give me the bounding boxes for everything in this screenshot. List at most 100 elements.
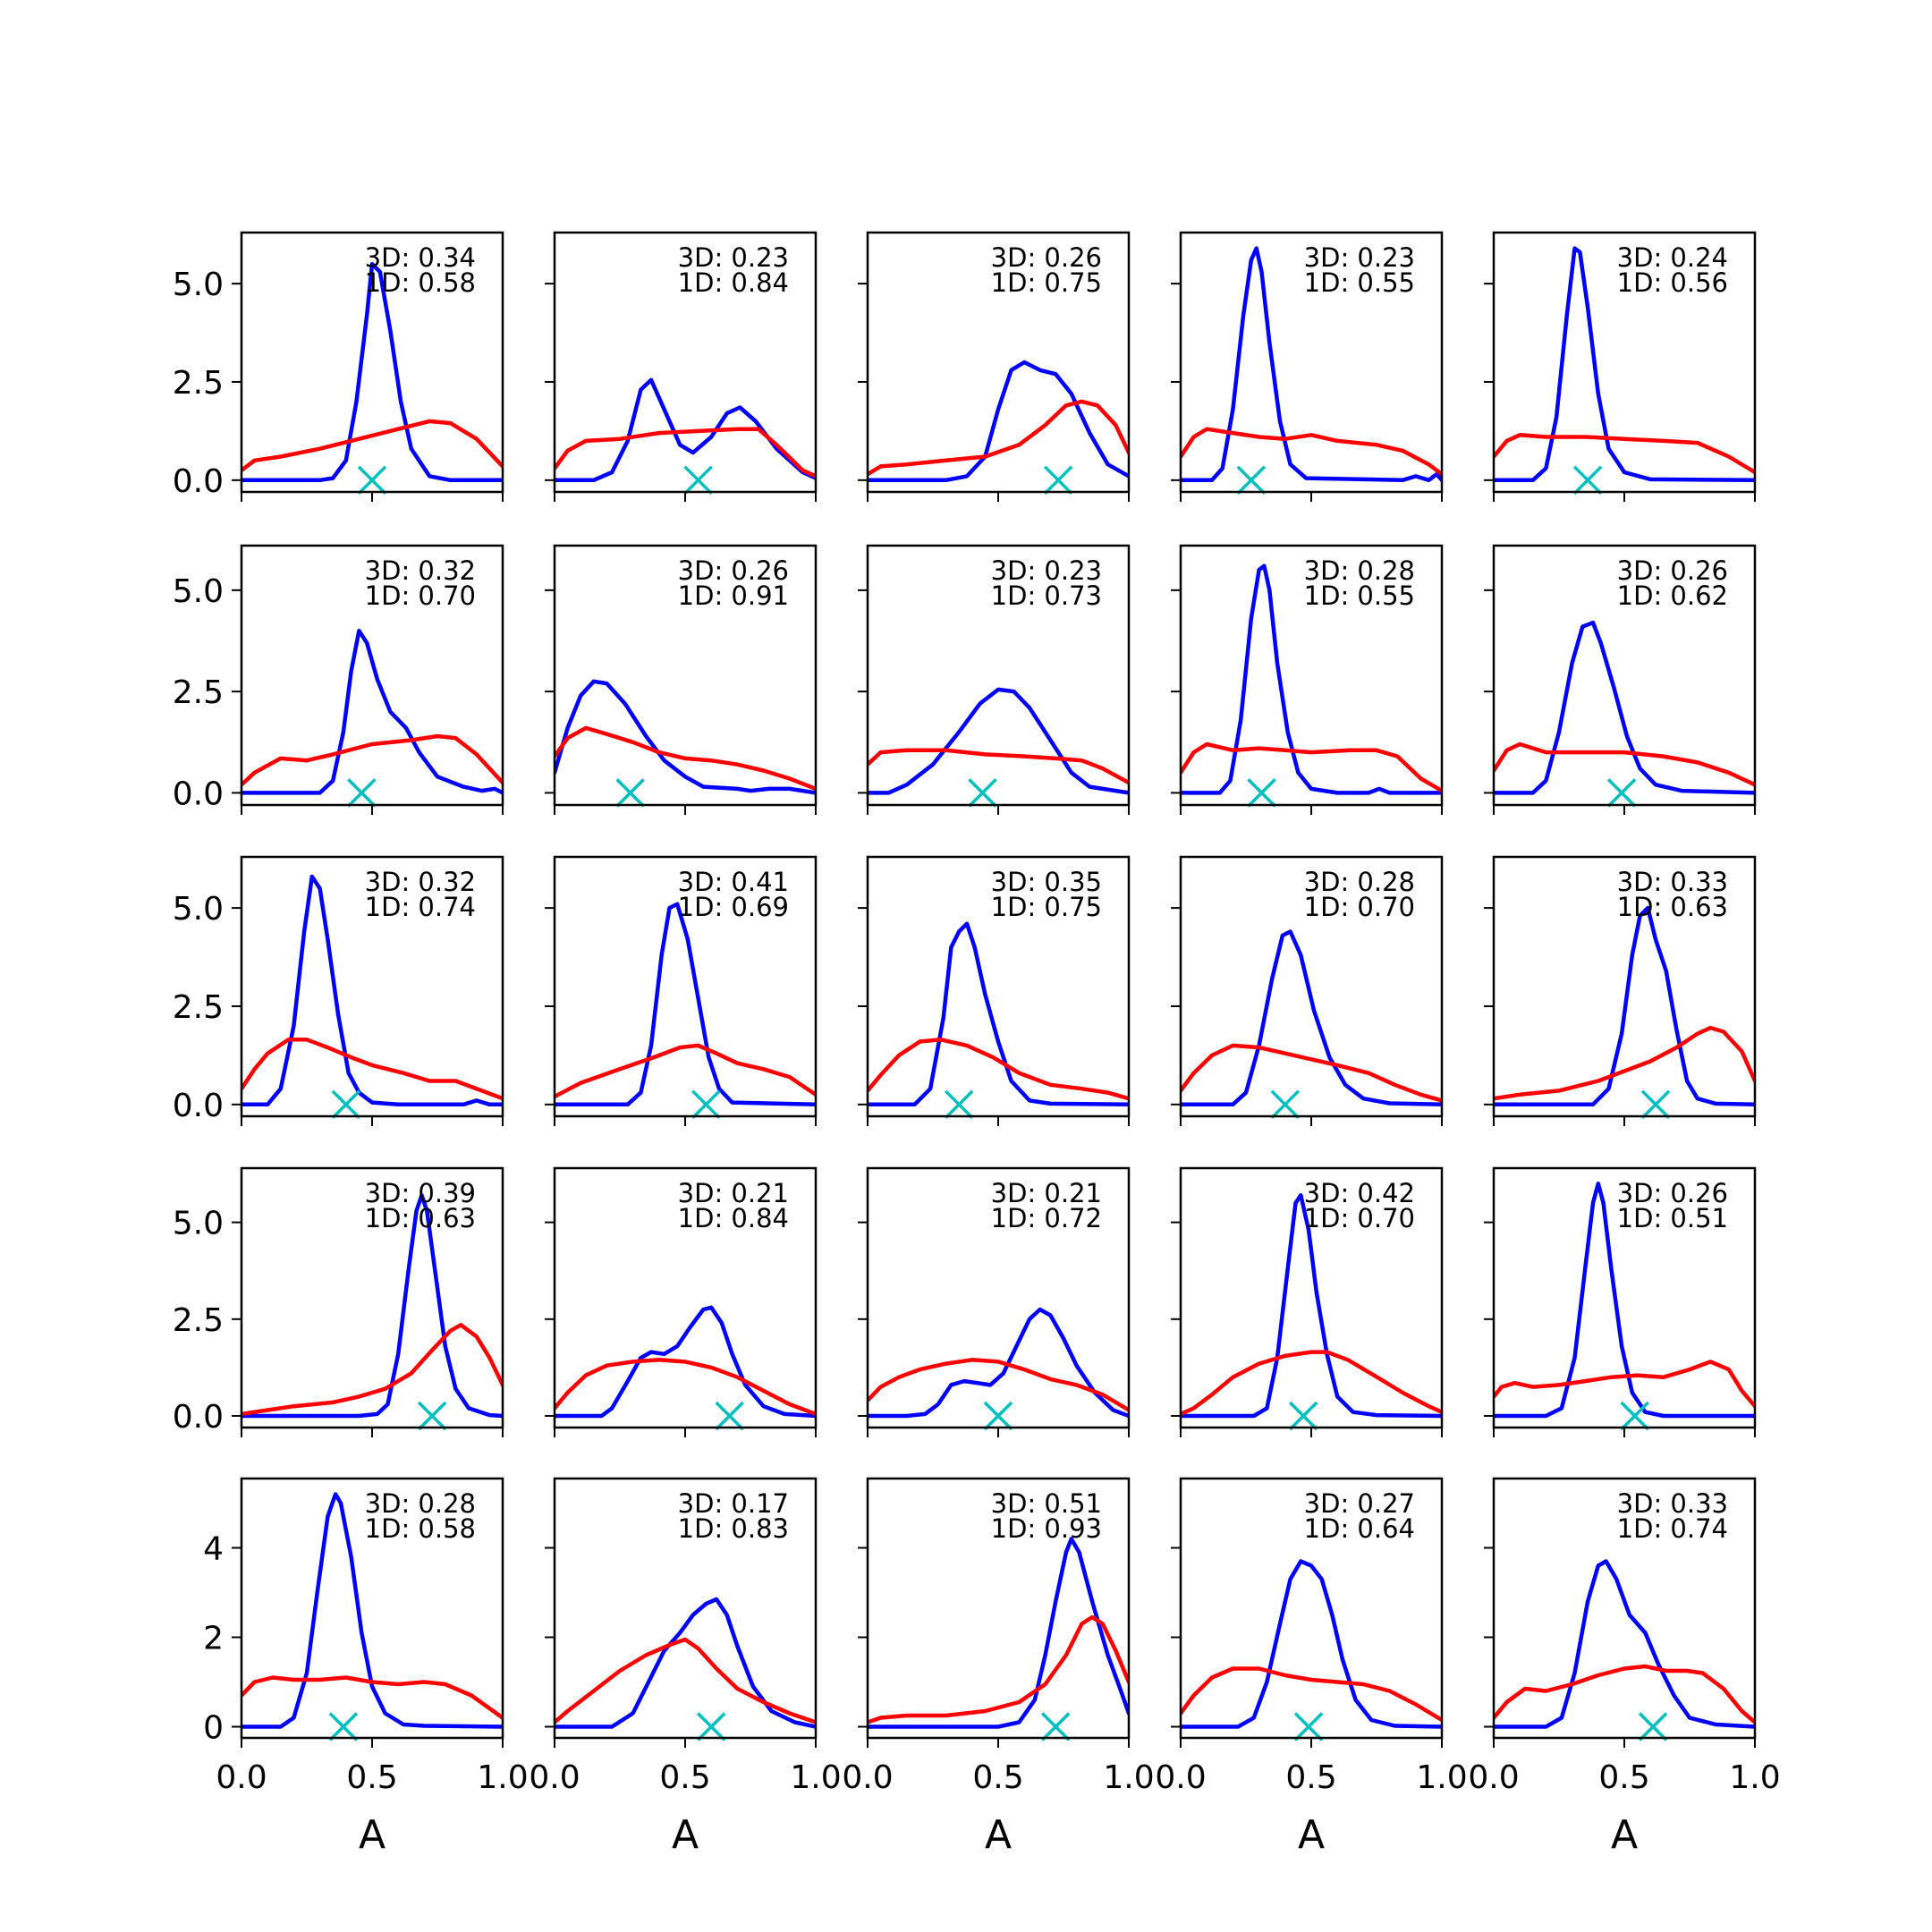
x-marker bbox=[615, 778, 645, 808]
annotation-text: 3D: 0.26 bbox=[991, 242, 1102, 273]
red-curve bbox=[1181, 1350, 1442, 1417]
red-curve bbox=[555, 725, 816, 792]
x-tick-label: 0.0 bbox=[216, 1759, 267, 1796]
annotation-text: 3D: 0.39 bbox=[365, 1178, 476, 1208]
x-tick-label: 1.0 bbox=[1416, 1759, 1467, 1796]
annotation-text: 1D: 0.84 bbox=[678, 267, 789, 298]
x-marker bbox=[1289, 1401, 1318, 1431]
annotation-text: 1D: 0.62 bbox=[1617, 580, 1728, 611]
red-curve bbox=[555, 1358, 816, 1417]
red-curve bbox=[242, 419, 503, 473]
x-marker-stroke bbox=[357, 465, 387, 496]
annotation-text: 1D: 0.55 bbox=[1304, 580, 1415, 611]
x-marker bbox=[1270, 1089, 1301, 1120]
annotation-text: 1D: 0.63 bbox=[1617, 892, 1728, 922]
annotation-text: 1D: 0.55 bbox=[1304, 267, 1415, 298]
red-curve bbox=[242, 1675, 503, 1720]
x-tick-label: 1.0 bbox=[790, 1759, 841, 1796]
annotation-text: 1D: 0.69 bbox=[678, 892, 789, 922]
x-axis-label: A bbox=[985, 1812, 1012, 1858]
blue-curve bbox=[1181, 1193, 1442, 1419]
x-marker-stroke bbox=[983, 1401, 1013, 1431]
annotation-text: 3D: 0.24 bbox=[1617, 242, 1728, 273]
red-curve bbox=[555, 1637, 816, 1724]
blue-curve bbox=[1181, 929, 1442, 1107]
blue-curve bbox=[242, 1193, 503, 1419]
x-marker-stroke bbox=[1236, 465, 1267, 496]
red-curve bbox=[1181, 741, 1442, 793]
x-marker-stroke bbox=[331, 1089, 361, 1120]
annotation-text: 3D: 0.27 bbox=[1304, 1488, 1415, 1519]
annotation-text: 3D: 0.26 bbox=[678, 555, 789, 586]
y-tick-label: 2 bbox=[203, 1621, 224, 1657]
red-curve bbox=[1494, 741, 1755, 787]
annotation-text: 1D: 0.70 bbox=[1304, 1203, 1415, 1233]
x-marker bbox=[1606, 778, 1637, 808]
blue-curve bbox=[555, 902, 816, 1107]
x-marker bbox=[1620, 1401, 1649, 1431]
y-tick-label: 2.5 bbox=[173, 365, 224, 402]
x-tick-label: 0.0 bbox=[842, 1759, 893, 1796]
x-tick-label: 1.0 bbox=[1729, 1759, 1780, 1796]
x-marker-stroke bbox=[1606, 778, 1637, 808]
annotation-text: 3D: 0.32 bbox=[365, 867, 476, 897]
red-curve bbox=[1494, 1025, 1755, 1101]
x-marker-stroke bbox=[1638, 1712, 1668, 1741]
x-axis-label: A bbox=[672, 1812, 699, 1858]
blue-curve bbox=[868, 921, 1129, 1107]
x-marker bbox=[1640, 1089, 1671, 1120]
x-marker-stroke bbox=[417, 1401, 447, 1431]
annotation-text: 1D: 0.73 bbox=[991, 580, 1102, 611]
x-marker-stroke bbox=[1247, 778, 1276, 808]
annotation-text: 3D: 0.23 bbox=[991, 555, 1102, 586]
annotation-text: 3D: 0.21 bbox=[678, 1178, 789, 1208]
annotation-text: 1D: 0.74 bbox=[365, 892, 476, 922]
x-marker bbox=[1041, 1712, 1071, 1741]
x-marker bbox=[983, 1401, 1013, 1431]
blue-curve bbox=[1494, 620, 1755, 795]
red-curve bbox=[1494, 1664, 1755, 1724]
red-curve bbox=[555, 1043, 816, 1099]
annotation-text: 1D: 0.58 bbox=[365, 267, 476, 298]
annotation-text: 1D: 0.58 bbox=[365, 1513, 476, 1544]
blue-curve bbox=[242, 1492, 503, 1729]
x-marker bbox=[1247, 778, 1276, 808]
x-marker-stroke bbox=[696, 1712, 726, 1741]
blue-curve bbox=[242, 874, 503, 1107]
red-curve bbox=[868, 1358, 1129, 1412]
annotation-text: 3D: 0.23 bbox=[1304, 242, 1415, 273]
x-marker-stroke bbox=[968, 778, 997, 808]
x-marker bbox=[347, 778, 377, 808]
x-marker bbox=[691, 1089, 721, 1120]
annotation-text: 1D: 0.74 bbox=[1617, 1513, 1728, 1544]
x-marker-stroke bbox=[1620, 1401, 1649, 1431]
y-tick-label: 0.0 bbox=[173, 775, 224, 812]
y-tick-label: 0.0 bbox=[173, 463, 224, 500]
blue-curve bbox=[1181, 1559, 1442, 1729]
x-marker bbox=[1043, 465, 1073, 496]
blue-curve bbox=[1181, 246, 1442, 483]
x-marker bbox=[683, 465, 713, 496]
annotation-text: 1D: 0.63 bbox=[365, 1203, 476, 1233]
blue-curve bbox=[1494, 246, 1755, 483]
x-tick-label: 0.0 bbox=[529, 1759, 580, 1796]
x-tick-label: 1.0 bbox=[477, 1759, 528, 1796]
blue-curve bbox=[555, 679, 816, 795]
x-axis-label: A bbox=[1298, 1812, 1325, 1858]
y-tick-label: 2.5 bbox=[173, 674, 224, 711]
